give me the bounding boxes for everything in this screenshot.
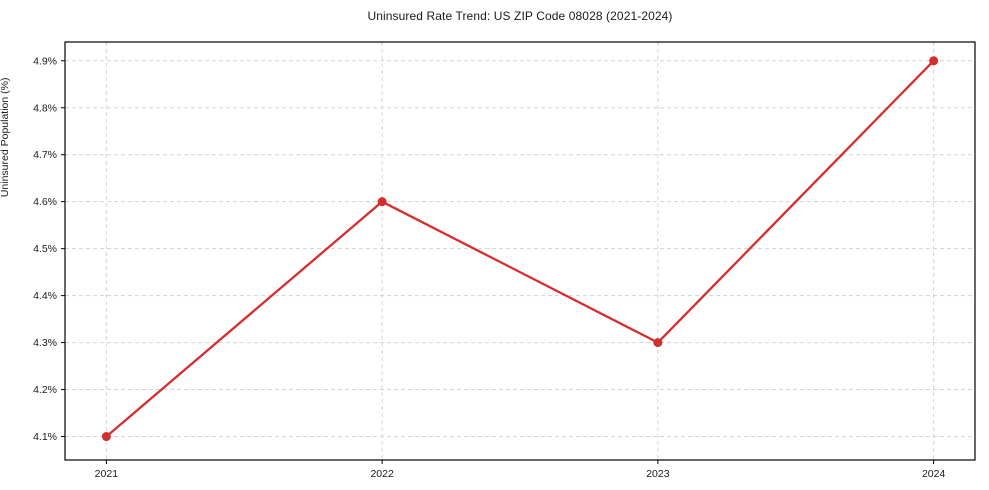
chart-title: Uninsured Rate Trend: US ZIP Code 08028 … <box>367 9 673 23</box>
plot-frame <box>64 41 976 461</box>
y-tick-label: 4.6% <box>33 196 57 208</box>
y-tick-label: 4.8% <box>33 102 57 114</box>
y-tick-label: 4.1% <box>33 431 57 443</box>
data-point <box>377 197 387 207</box>
y-tick-label: 4.9% <box>33 55 57 67</box>
y-tick-label: 4.3% <box>33 337 57 349</box>
y-tick-label: 4.4% <box>33 290 57 302</box>
data-point <box>653 338 663 348</box>
x-tick-label: 2021 <box>95 468 119 480</box>
data-point <box>929 56 939 66</box>
y-tick-label: 4.5% <box>33 243 57 255</box>
data-point <box>101 432 111 442</box>
x-tick-label: 2022 <box>370 468 394 480</box>
y-tick-label: 4.7% <box>33 149 57 161</box>
x-tick-label: 2024 <box>922 468 946 480</box>
y-tick-label: 4.2% <box>33 384 57 396</box>
x-tick-label: 2023 <box>646 468 670 480</box>
data-line <box>105 59 935 438</box>
